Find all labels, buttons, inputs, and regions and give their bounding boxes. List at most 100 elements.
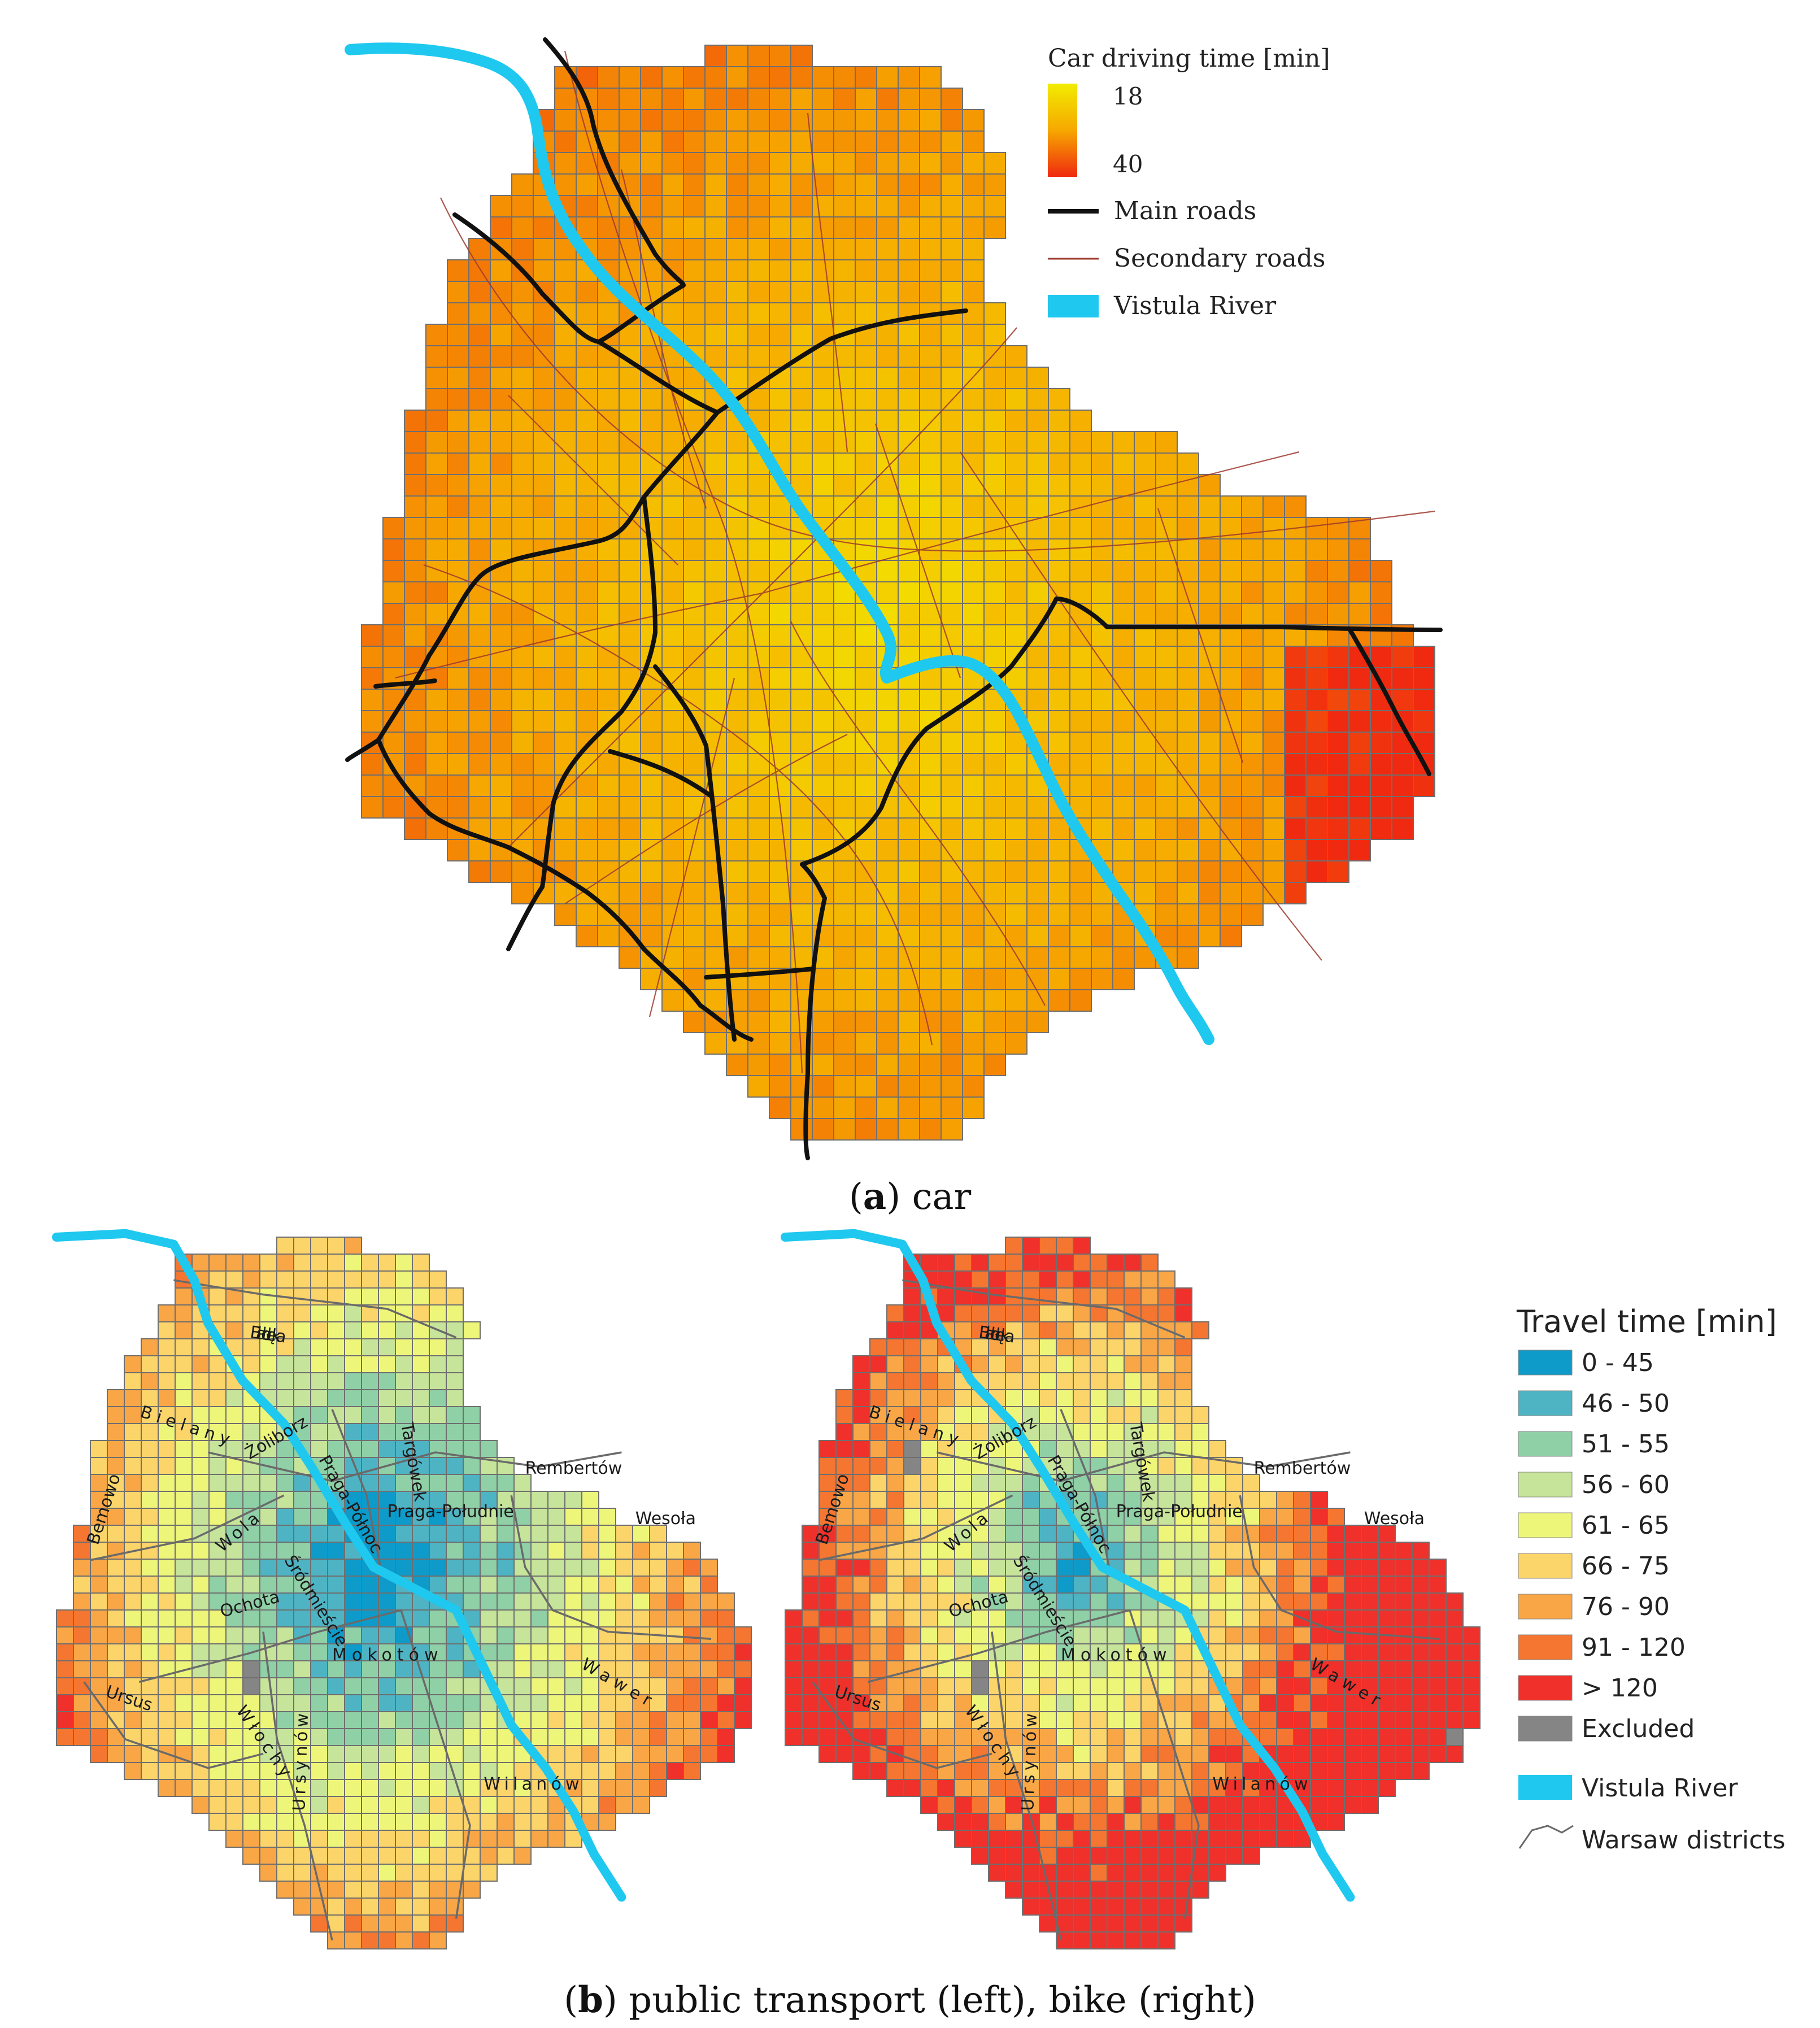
grid-cell — [790, 839, 813, 861]
grid-cell — [327, 1711, 345, 1729]
grid-cell — [446, 1847, 464, 1865]
grid-cell — [1091, 538, 1113, 561]
grid-cell — [1174, 1457, 1192, 1475]
grid-cell — [497, 1609, 515, 1627]
grid-cell — [726, 646, 748, 668]
grid-cell — [886, 1762, 904, 1780]
grid-cell — [446, 1898, 464, 1916]
grid-cell — [1225, 1525, 1243, 1543]
grid-cell — [259, 1508, 277, 1526]
grid-cell — [191, 1491, 210, 1509]
district-boundary — [819, 1494, 1013, 1561]
grid-cell — [941, 259, 963, 282]
grid-cell — [124, 1389, 142, 1407]
grid-cell — [468, 410, 491, 432]
grid-cell — [726, 302, 748, 325]
grid-cell — [293, 1864, 311, 1882]
grid-cell — [869, 1457, 887, 1475]
grid-cell — [747, 796, 770, 819]
grid-cell — [56, 1626, 74, 1644]
grid-cell — [446, 1914, 464, 1933]
grid-cell — [344, 1779, 362, 1797]
grid-cell — [1073, 1321, 1091, 1339]
grid-cell — [852, 1457, 870, 1475]
grid-cell — [683, 152, 706, 175]
grid-cell — [564, 1711, 582, 1729]
grid-cell — [395, 1830, 413, 1848]
grid-cell — [361, 1728, 379, 1746]
grid-cell — [1073, 1372, 1091, 1390]
grid-cell — [983, 1054, 1006, 1076]
grid-cell — [812, 1011, 834, 1033]
grid-cell — [344, 1355, 362, 1373]
grid-cell — [208, 1491, 227, 1509]
grid-cell — [429, 1440, 447, 1458]
grid-cell — [429, 1779, 447, 1797]
grid-cell — [107, 1745, 125, 1763]
grid-cell — [310, 1372, 328, 1390]
grid-cell — [835, 1609, 854, 1627]
grid-cell — [1391, 753, 1414, 776]
grid-cell — [395, 1559, 413, 1577]
grid-cell — [1039, 1254, 1057, 1272]
grid-cell — [886, 1389, 904, 1407]
grid-cell — [533, 388, 555, 411]
grid-cell — [1305, 774, 1328, 797]
grid-cell — [954, 1304, 972, 1322]
grid-cell — [1412, 1762, 1430, 1780]
grid-cell — [576, 710, 598, 733]
grid-cell — [1069, 860, 1092, 883]
grid-cell — [429, 1830, 447, 1848]
grid-cell — [480, 1830, 498, 1848]
grid-cell — [1107, 1660, 1125, 1678]
grid-cell — [812, 109, 834, 132]
grid-cell — [564, 1592, 582, 1611]
grid-cell — [937, 1576, 955, 1594]
grid-cell — [1242, 1491, 1260, 1509]
grid-cell — [1091, 646, 1113, 668]
grid-cell — [1107, 1355, 1125, 1373]
grid-cell — [1056, 1660, 1074, 1678]
grid-cell — [463, 1559, 481, 1577]
grid-cell — [1026, 796, 1049, 819]
grid-cell — [726, 152, 748, 175]
grid-cell — [1412, 1643, 1430, 1661]
grid-cell — [412, 1457, 430, 1475]
grid-cell — [941, 1032, 963, 1055]
grid-cell — [954, 1694, 972, 1712]
grid-cell — [1348, 817, 1371, 840]
grid-cell — [1056, 1881, 1074, 1899]
grid-cell — [1069, 495, 1092, 518]
grid-cell — [1073, 1389, 1091, 1407]
grid-cell — [242, 1406, 260, 1424]
grid-cell — [175, 1542, 193, 1560]
grid-cell — [1022, 1847, 1040, 1865]
grid-cell — [576, 495, 598, 518]
grid-cell — [158, 1559, 176, 1577]
grid-cell — [1140, 1762, 1159, 1780]
grid-cell — [378, 1626, 396, 1644]
grid-cell — [1140, 1830, 1159, 1848]
grid-cell — [903, 1457, 921, 1475]
grid-cell — [790, 903, 813, 926]
grid-cell — [511, 367, 534, 389]
grid-cell — [225, 1592, 243, 1611]
grid-cell — [1112, 603, 1135, 625]
grid-cell — [920, 1592, 938, 1611]
grid-cell — [615, 1711, 633, 1729]
grid-cell — [683, 925, 706, 947]
grid-cell — [208, 1643, 227, 1661]
grid-cell — [1048, 624, 1070, 647]
grid-cell — [141, 1660, 159, 1678]
grid-cell — [1157, 1864, 1175, 1882]
grid-cell — [1005, 753, 1027, 776]
grid-cell — [1370, 753, 1392, 776]
district-boundary — [1239, 1495, 1440, 1640]
grid-cell — [490, 216, 512, 239]
grid-cell — [378, 1728, 396, 1746]
grid-cell — [208, 1592, 227, 1611]
grid-cell — [747, 259, 770, 282]
grid-cell — [1107, 1270, 1125, 1289]
grid-cell — [1327, 1542, 1345, 1560]
grid-cell — [90, 1728, 108, 1746]
